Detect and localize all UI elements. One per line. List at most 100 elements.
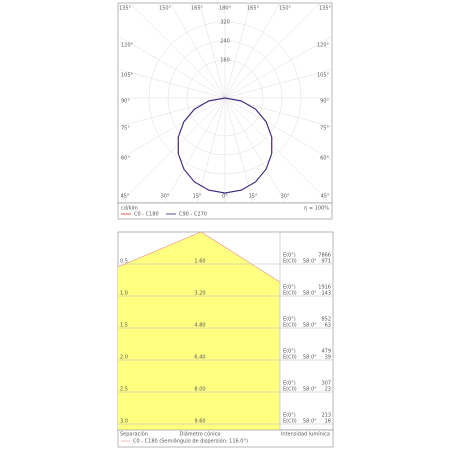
angle: 58.0° — [303, 355, 317, 361]
ec0-label: E(C0) — [283, 291, 297, 297]
spoke — [224, 97, 254, 203]
angle-label: 60° — [320, 156, 329, 162]
angle-label: 60° — [121, 156, 130, 162]
angle: 58.0° — [303, 259, 317, 265]
diameter: 8.00 — [194, 387, 205, 393]
ec0-label: E(C0) — [283, 323, 297, 329]
ec0-value: 143 — [321, 291, 331, 297]
angle-label: 120° — [317, 43, 330, 49]
ring-label: 320 — [220, 20, 230, 26]
spoke — [118, 35, 226, 99]
spoke — [224, 69, 332, 99]
ec0-label: E(C0) — [283, 419, 297, 425]
ec0-value: 63 — [325, 323, 331, 329]
e0-label: E(0°) — [283, 381, 296, 387]
e0-value: 213 — [321, 413, 331, 419]
cone-area — [118, 232, 280, 430]
angle: 58.0° — [303, 291, 317, 297]
spoke — [224, 3, 321, 99]
angle-label: 75° — [121, 126, 130, 132]
ec0-label: E(C0) — [283, 387, 297, 393]
e0-value: 307 — [321, 381, 331, 387]
angle-label: 135° — [119, 6, 132, 12]
polar-footer — [117, 202, 333, 220]
angle-label: 75° — [320, 126, 329, 132]
height: 0.5 — [120, 259, 128, 265]
spoke — [119, 97, 226, 203]
spoke — [118, 97, 226, 127]
angle-label: 15° — [249, 194, 258, 200]
spoke — [118, 97, 226, 161]
cone-footer — [117, 429, 334, 448]
angle: 58.0° — [303, 387, 317, 393]
diameter: 3.20 — [194, 291, 205, 297]
angle-label: 45° — [121, 194, 130, 200]
ec0-label: E(C0) — [283, 259, 297, 265]
footer-label: Separación — [120, 431, 148, 438]
angle-label: 105° — [317, 73, 330, 79]
spoke — [199, 3, 226, 99]
e0-label: E(0°) — [283, 317, 296, 323]
spoke — [196, 97, 226, 203]
e0-label: E(0°) — [283, 285, 296, 291]
spoke — [224, 35, 332, 99]
footer-label: Intensidad lumínica — [281, 431, 330, 438]
ec0-value: 971 — [321, 259, 331, 265]
ec0-value: 23 — [325, 387, 331, 393]
angle-label: 120° — [121, 43, 134, 49]
e0-label: E(0°) — [283, 349, 296, 355]
angle-label: 0° — [222, 194, 228, 200]
spoke — [224, 97, 332, 127]
ring — [186, 59, 264, 137]
height: 2.0 — [120, 355, 128, 361]
ec0-label: E(C0) — [283, 355, 297, 361]
legend-label: C90 - C270 — [179, 212, 207, 218]
angle-label: 45° — [321, 194, 330, 200]
spoke — [224, 97, 286, 203]
ec0-value: 16 — [325, 419, 331, 425]
spoke — [118, 69, 226, 99]
height: 2.5 — [120, 387, 128, 393]
spoke — [169, 3, 226, 99]
legend-label: C0 - C180 — [134, 212, 159, 218]
ec0-value: 39 — [325, 355, 331, 361]
spoke — [224, 3, 251, 99]
angle-label: 150° — [279, 6, 292, 12]
angle-label: 165° — [191, 6, 204, 12]
spoke — [224, 3, 281, 99]
height: 3.0 — [120, 419, 128, 425]
e0-label: E(0°) — [283, 413, 296, 419]
angle-label: 180° — [219, 6, 232, 12]
angle-label: 90° — [121, 99, 130, 105]
ring — [167, 40, 283, 156]
angle-label: 30° — [161, 194, 170, 200]
cone-edge — [117, 231, 281, 283]
spoke — [164, 97, 226, 203]
unit: cd/klm — [121, 206, 138, 212]
angle-label: 30° — [281, 194, 290, 200]
angle-label: 150° — [159, 6, 172, 12]
angle-label: 165° — [247, 6, 260, 12]
ring — [148, 21, 302, 175]
angle-label: 15° — [193, 194, 202, 200]
e0-value: 1916 — [318, 285, 331, 291]
diameter: 6.40 — [194, 355, 205, 361]
spoke — [224, 97, 331, 203]
angle-label: 105° — [121, 73, 134, 79]
e0-value: 479 — [321, 349, 331, 355]
spoke — [224, 97, 332, 161]
height: 1.5 — [120, 323, 128, 329]
height: 1.0 — [120, 291, 128, 297]
diameter: 1.60 — [194, 259, 205, 265]
angle-label: 135° — [319, 6, 332, 12]
cone-legend: C0 - C180 (Semiángulo de dispersión: 116… — [133, 438, 248, 445]
angle-label: 90° — [320, 99, 329, 105]
e0-label: E(0°) — [283, 253, 296, 259]
footer-label: Diámetro cónico — [180, 431, 221, 438]
angle: 58.0° — [303, 419, 317, 425]
efficiency: η = 100% — [304, 206, 329, 212]
e0-value: 7866 — [318, 253, 331, 259]
spoke — [129, 3, 226, 99]
diameter: 9.60 — [194, 419, 205, 425]
